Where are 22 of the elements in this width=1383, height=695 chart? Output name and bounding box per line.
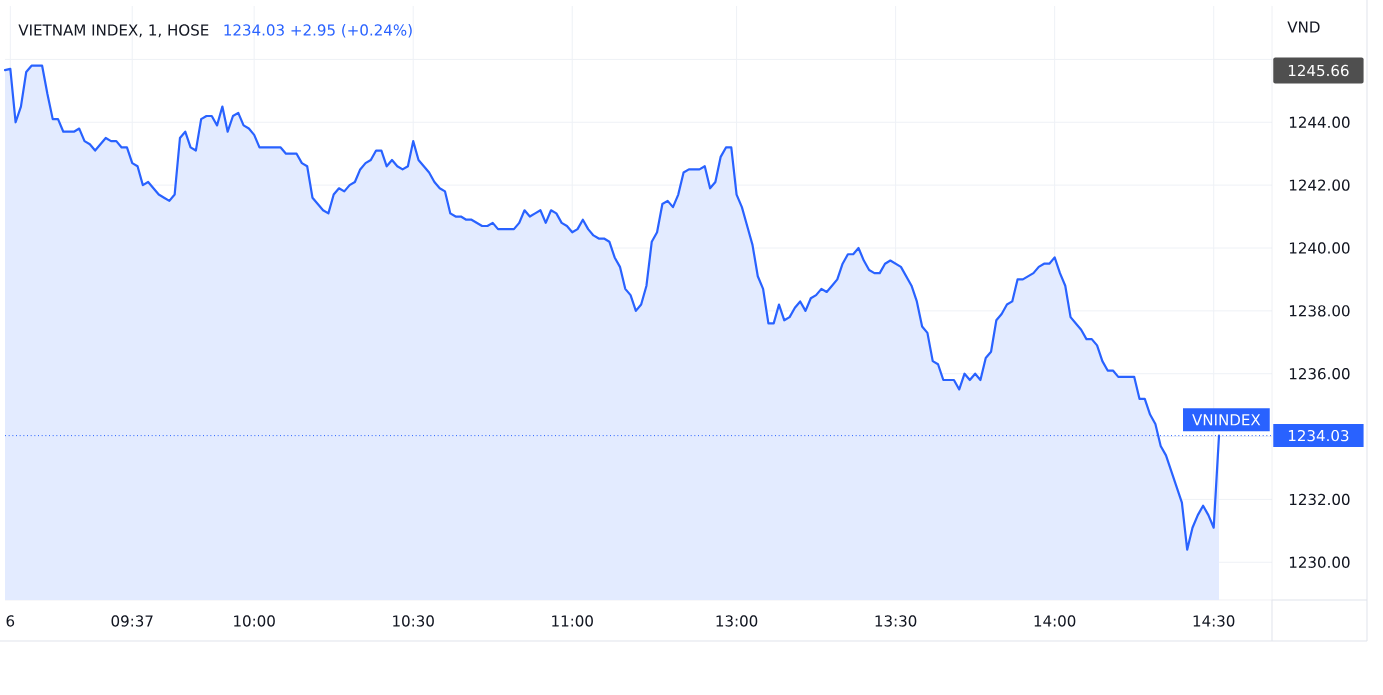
- x-tick-label: 14:30: [1193, 615, 1235, 627]
- x-tick-label: 13:30: [875, 615, 917, 627]
- y-tick-label: 1236.00: [1289, 368, 1350, 380]
- y-axis-title: VND: [1287, 21, 1320, 33]
- x-tick-label: 10:30: [393, 615, 434, 627]
- x-tick-label: 6: [6, 615, 15, 627]
- y-tick-label: 1232.00: [1289, 493, 1350, 506]
- y-tick-label: 1238.00: [1289, 305, 1350, 317]
- x-tick-label: 10:00: [234, 615, 275, 627]
- x-tick-label: 11:00: [552, 615, 593, 627]
- series-label: VNINDEX: [1192, 414, 1261, 426]
- ref-line-label: 1234.03: [1288, 429, 1349, 442]
- text: VIETNAM INDEX, 1, HOSE: [18, 24, 209, 38]
- y-tick-label: 1240.00: [1289, 242, 1350, 254]
- y-tick-label: 1230.00: [1289, 556, 1350, 568]
- y-tick-label: 1244.00: [1289, 116, 1350, 128]
- x-tick-label: 13:00: [716, 615, 758, 627]
- x-tick-label: 09:37: [111, 615, 153, 627]
- text: 1234.03 +2.95 (+0.24%): [224, 24, 412, 38]
- y-tick-label: 1242.00: [1289, 179, 1350, 191]
- text: 1245.66: [1288, 64, 1349, 77]
- x-tick-label: 14:00: [1034, 615, 1076, 627]
